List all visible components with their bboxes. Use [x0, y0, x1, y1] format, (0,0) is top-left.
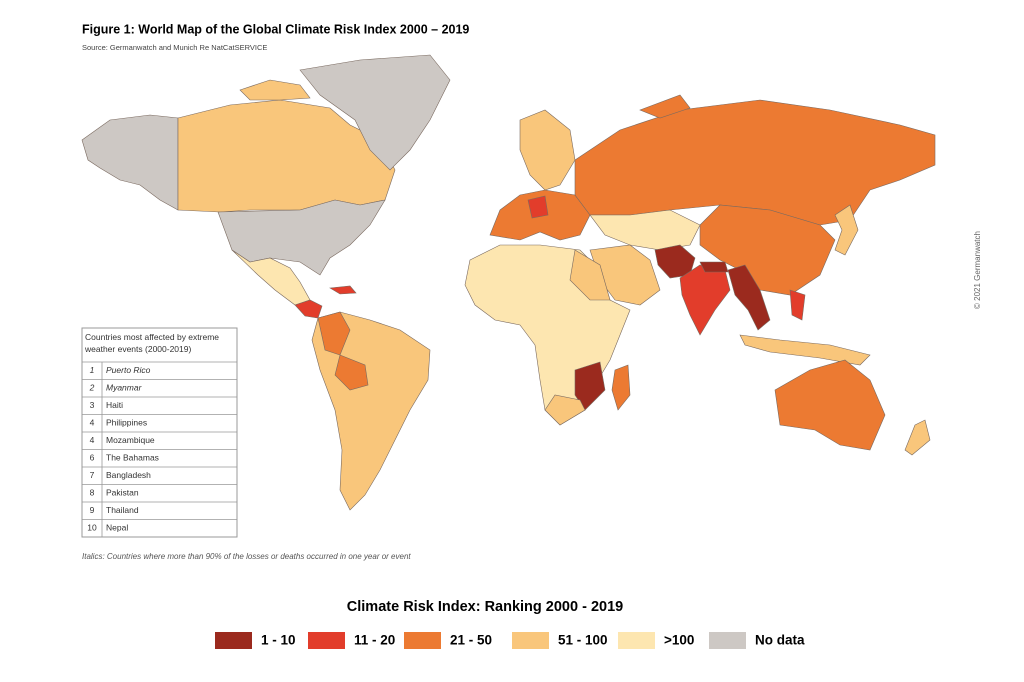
country-region: [774, 359, 886, 451]
rank: 6: [90, 453, 95, 463]
country-region: [329, 285, 357, 295]
world-map: [81, 54, 936, 511]
country-region: [294, 299, 323, 319]
country-region: [639, 94, 691, 119]
legend-label: 1 - 10: [261, 633, 296, 648]
country-region: [904, 419, 931, 456]
country-region: [317, 311, 351, 356]
rank: 3: [90, 400, 95, 410]
title: Figure 1: World Map of the Global Climat…: [82, 22, 469, 36]
source: Source: Germanwatch and Munich Re NatCat…: [82, 43, 267, 52]
country-region: [727, 264, 771, 331]
country-region: [574, 361, 606, 411]
rank: 7: [90, 470, 95, 480]
country: Pakistan: [106, 488, 139, 498]
rank: 2: [89, 383, 95, 393]
country-region: [789, 289, 806, 321]
legend-swatch: [308, 632, 345, 649]
country-region: [611, 364, 631, 411]
legend-label: 11 - 20: [354, 633, 395, 648]
country-region: [699, 204, 836, 296]
country-region: [527, 195, 549, 219]
legend-label: 51 - 100: [558, 633, 608, 648]
country-region: [334, 354, 369, 391]
country-region: [699, 261, 729, 273]
legend-swatch: [618, 632, 655, 649]
legend-swatch: [512, 632, 549, 649]
country: Haiti: [106, 400, 123, 410]
note: Italics: Countries where more than 90% o…: [82, 552, 411, 561]
country-region: [217, 199, 386, 276]
country-region: [679, 264, 731, 336]
country: Myanmar: [106, 383, 143, 393]
legend-title: Climate Risk Index: Ranking 2000 - 2019: [347, 599, 623, 615]
copyright: © 2021 Germanwatch: [973, 231, 982, 309]
rank: 10: [87, 523, 97, 533]
country-region: [519, 109, 576, 191]
country-region: [574, 99, 936, 226]
rank: 1: [90, 365, 95, 375]
country: Mozambique: [106, 435, 155, 445]
country-region: [544, 394, 586, 426]
country-region: [299, 54, 451, 171]
country-region: [231, 249, 311, 306]
ranking-table: Countries most affected by extreme weathe…: [81, 327, 238, 538]
country: The Bahamas: [106, 453, 159, 463]
country-region: [569, 249, 611, 301]
rank: 4: [90, 435, 95, 445]
country-region: [834, 204, 859, 256]
legend-swatch: [709, 632, 746, 649]
legend-label: 21 - 50: [450, 633, 492, 648]
rank: 9: [90, 505, 95, 515]
country: Philippines: [106, 418, 147, 428]
rank: 8: [90, 488, 95, 498]
country: Nepal: [106, 523, 128, 533]
country: Bangladesh: [106, 470, 151, 480]
legend-label: No data: [755, 633, 805, 648]
country-region: [239, 79, 311, 101]
table-header: Countries most affected by extreme weathe…: [84, 332, 219, 354]
legend-swatch: [215, 632, 252, 649]
country: Puerto Rico: [106, 365, 151, 375]
legend: 1 - 10 11 - 20 21 - 50 51 - 100 >100 No data: [215, 632, 805, 649]
country: Thailand: [106, 505, 139, 515]
legend-swatch: [404, 632, 441, 649]
country-region: [739, 334, 871, 366]
rank: 4: [90, 418, 95, 428]
legend-label: >100: [664, 633, 694, 648]
country-region: [589, 209, 701, 251]
country-region: [81, 114, 179, 211]
